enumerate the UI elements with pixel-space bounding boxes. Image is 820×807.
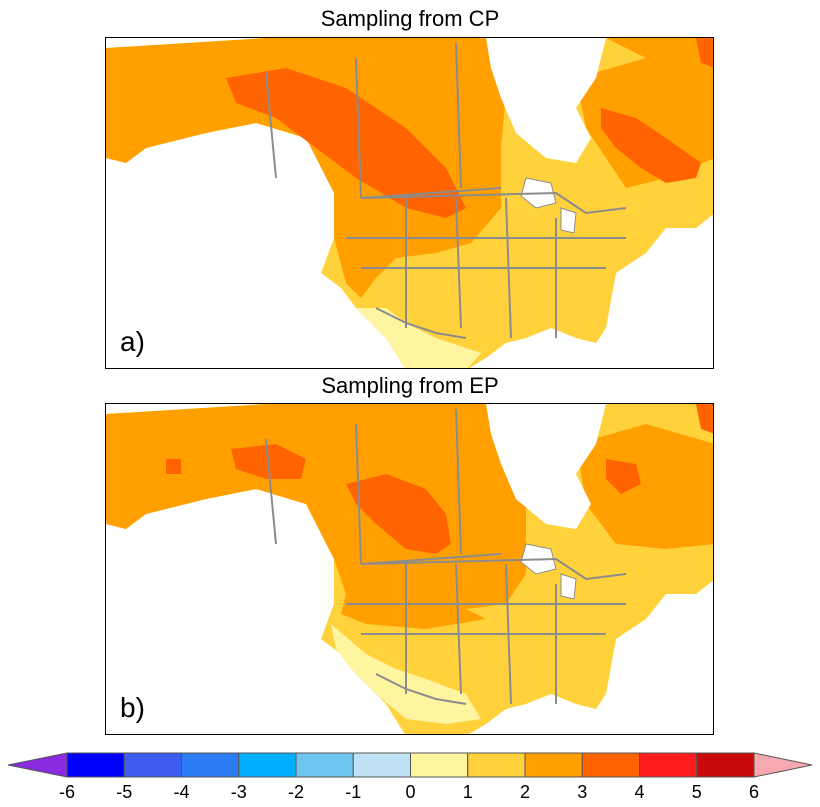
panel-b-label: b) (120, 692, 145, 723)
colorbar-tick-label: 6 (748, 782, 760, 802)
colorbar-tick-label: -5 (116, 782, 133, 802)
colorbar-tick-label: -3 (230, 782, 247, 802)
colorbar-bin (696, 752, 755, 778)
map-panel-b: b) (105, 403, 714, 735)
colorbar-tick-label: 1 (462, 782, 473, 802)
colorbar-bin (467, 752, 526, 778)
panel-a-title: Sampling from CP (320, 6, 500, 31)
colorbar-bin (295, 752, 354, 778)
borders (265, 408, 627, 705)
colorbar-tick-label: -6 (58, 782, 76, 802)
map-panel-a: a) (105, 37, 714, 369)
colorbar (7, 752, 813, 778)
hudson-bay (486, 404, 606, 529)
colorbar-bin (524, 752, 583, 778)
colorbar-tick-label: 0 (405, 782, 416, 802)
colorbar-bin (581, 752, 640, 778)
colorbar-tick-label: -4 (173, 782, 190, 802)
colorbar-bin (181, 752, 240, 778)
colorbar-bin (639, 752, 698, 778)
colorbar-tick-label: 3 (577, 782, 588, 802)
colorbar-bin (238, 752, 297, 778)
colorbar-high-arrow (753, 752, 813, 778)
colorbar-tick-label: 2 (519, 782, 531, 802)
map-a-svg (106, 38, 713, 368)
colorbar-low-arrow (7, 752, 68, 778)
warm-anomaly-3to4 (226, 38, 713, 218)
colorbar-tick-label: 4 (634, 782, 645, 802)
colorbar-bin (410, 752, 469, 778)
colorbar-tick-label: -2 (287, 782, 305, 802)
hudson-bay (486, 38, 606, 163)
borders (265, 42, 627, 339)
map-b-svg (106, 404, 713, 734)
panel-b-title: Sampling from EP (321, 373, 499, 398)
colorbar-tick-label: 5 (691, 782, 702, 802)
colorbar-bins (66, 752, 755, 778)
panel-a-label: a) (120, 326, 145, 357)
colorbar-bin (66, 752, 125, 778)
colorbar-bin (123, 752, 182, 778)
colorbar-tick-label: -1 (345, 782, 362, 802)
colorbar-bin (352, 752, 411, 778)
